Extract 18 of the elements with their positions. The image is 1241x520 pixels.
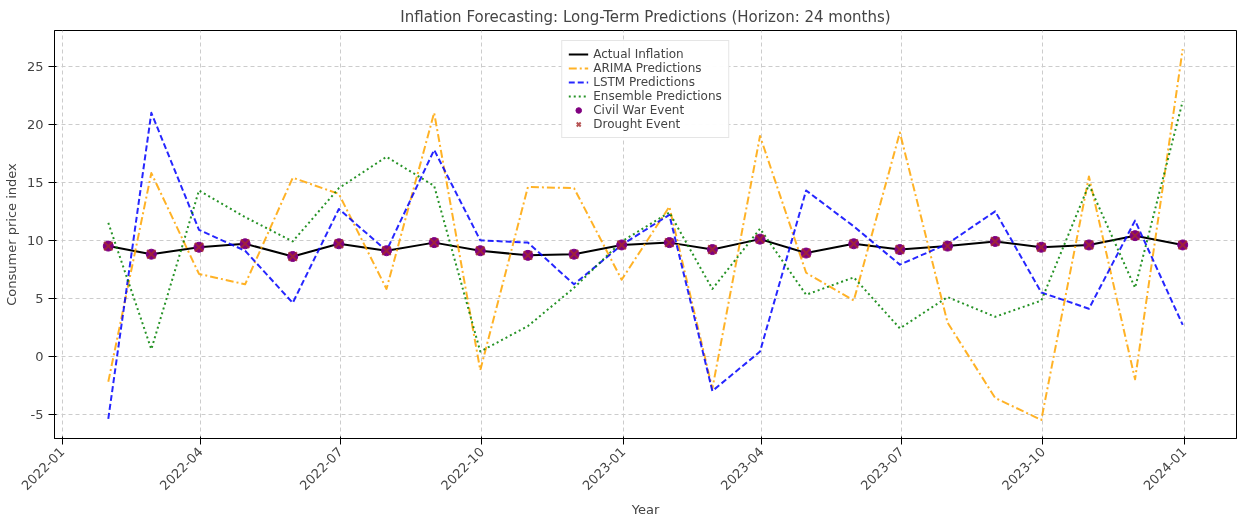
y-tick-label: 20 [26, 116, 44, 132]
y-tick-label: -5 [30, 406, 44, 422]
legend-label: Drought Event [593, 117, 681, 131]
y-tick-label: 25 [26, 58, 44, 74]
y-axis-title: Consumer price index [3, 162, 19, 306]
y-tick-label: 10 [26, 232, 44, 248]
legend-label: ARIMA Predictions [593, 61, 702, 75]
line-series [107, 48, 1184, 421]
line-series [107, 100, 1184, 353]
legend-label: Civil War Event [593, 103, 685, 117]
y-tick-label: 0 [35, 348, 44, 364]
x-axis-title: Year [630, 502, 660, 518]
y-tick-label: 15 [26, 174, 44, 190]
legend-label: Actual Inflation [593, 47, 684, 61]
chart-title: Inflation Forecasting: Long-Term Predictions (Horizon: 24 months) [400, 7, 891, 26]
legend-label: LSTM Predictions [593, 75, 695, 89]
legend-label: Ensemble Predictions [593, 89, 722, 103]
y-tick-label: 5 [35, 290, 44, 306]
